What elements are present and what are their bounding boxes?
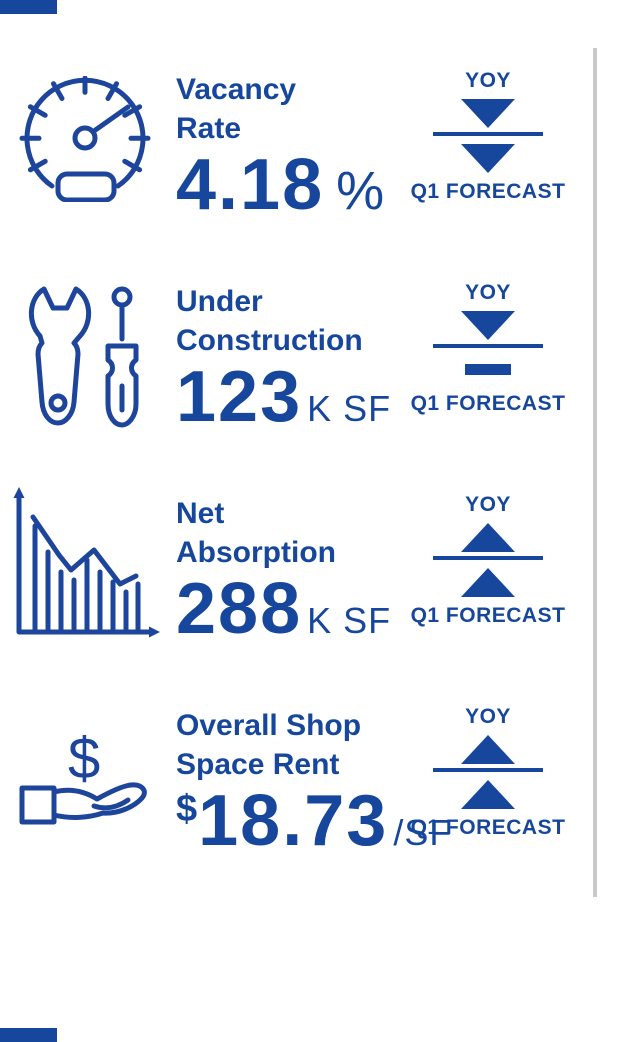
hand-holding-dollar-icon: $ [4, 700, 166, 842]
forecast-label: Q1 FORECAST [410, 180, 566, 203]
metric-row-overall-shop-space-rent: $ Overall Shop Space Rent $ 18.73 /SF YO… [0, 700, 592, 890]
yoy-forecast-indicator: YOY Q1 FORECAST [408, 700, 568, 838]
indicator-divider-line [433, 344, 543, 348]
yoy-label: YOY [465, 493, 511, 516]
yoy-forecast-indicator: YOY Q1 FORECAST [408, 276, 568, 414]
metric-title-line: Absorption [176, 536, 336, 569]
yoy-arrow-icon [461, 99, 515, 128]
tools-icon-svg [29, 286, 139, 428]
metric-title: Net Absorption [176, 494, 414, 572]
forecast-label: Q1 FORECAST [410, 604, 566, 627]
metric-row-under-construction: Under Construction 123 K SF YOY Q1 FOREC… [0, 276, 592, 466]
speedometer-icon-svg [19, 76, 151, 202]
tools-icon [4, 276, 166, 432]
forecast-arrow-icon [461, 568, 515, 597]
metric-text-block: Overall Shop Space Rent $ 18.73 /SF [176, 706, 451, 861]
yoy-forecast-indicator: YOY Q1 FORECAST [408, 64, 568, 202]
corner-accent-bar-top [0, 0, 57, 14]
metric-title-line: Under [176, 285, 263, 318]
forecast-label: Q1 FORECAST [410, 392, 566, 415]
declining-bar-chart-icon-svg [13, 487, 160, 638]
metric-title-line: Net [176, 497, 225, 530]
indicator-divider-line [433, 556, 543, 560]
metric-title: Under Construction [176, 282, 414, 360]
corner-accent-bar-bottom [0, 1028, 57, 1042]
metric-row-net-absorption: Net Absorption 288 K SF YOY Q1 FORECAST [0, 487, 592, 678]
metric-title-line: Rate [176, 112, 242, 145]
indicator-divider-line [433, 768, 543, 772]
yoy-label: YOY [465, 705, 511, 728]
yoy-label: YOY [465, 69, 511, 92]
declining-bar-chart-icon [4, 487, 166, 644]
speedometer-icon [4, 64, 166, 202]
metric-title: Overall Shop Space Rent [176, 706, 414, 784]
forecast-arrow-icon [461, 780, 515, 809]
metric-title-line: Space Rent [176, 748, 340, 781]
value-number: 18.73 [198, 781, 389, 861]
metric-value: 123 K SF [176, 357, 414, 437]
metric-text-block: Net Absorption 288 K SF [176, 494, 414, 648]
value-number: 288 [176, 569, 303, 649]
metric-title: Vacancy Rate [176, 70, 414, 148]
metric-text-block: Vacancy Rate 4.18 % [176, 70, 414, 224]
metric-value: 4.18 % [176, 145, 414, 225]
value-unit: /SF [393, 812, 453, 853]
yoy-forecast-indicator: YOY Q1 FORECAST [408, 488, 568, 626]
yoy-arrow-icon [461, 735, 515, 764]
value-number: 123 [176, 357, 303, 437]
metric-text-block: Under Construction 123 K SF [176, 282, 414, 436]
indicator-divider-line [433, 132, 543, 136]
vertical-divider [593, 48, 597, 897]
hand-holding-dollar-icon-svg: $ [19, 726, 147, 825]
value-unit: % [336, 161, 385, 221]
svg-text:$: $ [68, 726, 100, 791]
yoy-arrow-icon [461, 311, 515, 340]
metric-title-line: Construction [176, 324, 363, 357]
forecast-arrow-icon [461, 144, 515, 173]
value-number: 4.18 [176, 145, 325, 225]
forecast-label: Q1 FORECAST [410, 816, 566, 839]
value-unit: K SF [307, 388, 392, 429]
metric-value: $ 18.73 /SF [176, 781, 451, 861]
forecast-flat-icon [465, 364, 511, 375]
yoy-label: YOY [465, 281, 511, 304]
metric-row-vacancy-rate: Vacancy Rate 4.18 % YOY Q1 FORECAST [0, 64, 592, 254]
value-prefix-dollar: $ [176, 788, 198, 830]
value-unit: K SF [307, 600, 392, 641]
metric-title-line: Overall Shop [176, 709, 362, 742]
yoy-arrow-icon [461, 523, 515, 552]
metric-value: 288 K SF [176, 569, 414, 649]
metric-title-line: Vacancy [176, 73, 297, 106]
